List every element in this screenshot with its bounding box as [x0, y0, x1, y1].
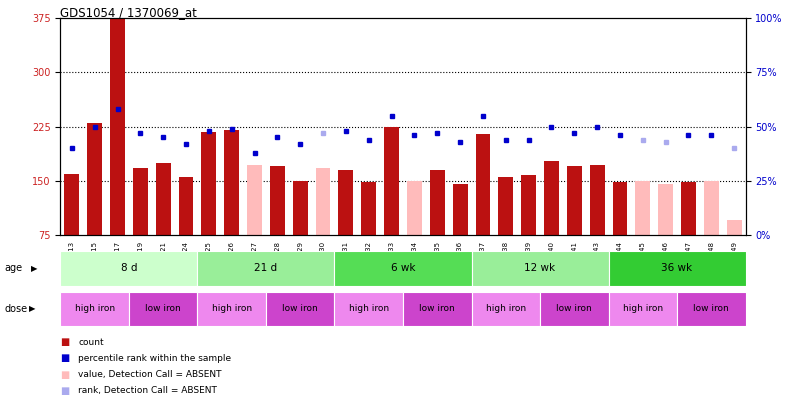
Bar — [590, 165, 604, 235]
Text: rank, Detection Call = ABSENT: rank, Detection Call = ABSENT — [78, 386, 217, 395]
Text: age: age — [4, 263, 22, 273]
Bar — [704, 181, 719, 235]
Bar — [403, 292, 472, 326]
Text: ■: ■ — [60, 337, 69, 347]
Bar — [609, 251, 746, 286]
Text: ▶: ▶ — [29, 304, 35, 313]
Bar — [334, 251, 472, 286]
Bar — [197, 251, 334, 286]
Bar — [472, 292, 540, 326]
Bar — [384, 126, 399, 235]
Text: 21 d: 21 d — [255, 263, 277, 273]
Bar — [179, 177, 193, 235]
Bar — [476, 134, 490, 235]
Bar — [87, 123, 102, 235]
Bar — [197, 292, 266, 326]
Bar — [316, 168, 330, 235]
Bar — [361, 182, 376, 235]
Bar — [60, 292, 129, 326]
Bar — [498, 177, 513, 235]
Text: value, Detection Call = ABSENT: value, Detection Call = ABSENT — [78, 370, 222, 379]
Bar — [270, 166, 285, 235]
Text: low iron: low iron — [556, 304, 592, 313]
Text: low iron: low iron — [282, 304, 318, 313]
Text: high iron: high iron — [349, 304, 388, 313]
Text: 8 d: 8 d — [121, 263, 137, 273]
Bar — [247, 165, 262, 235]
Text: ■: ■ — [60, 354, 69, 363]
Text: ▶: ▶ — [31, 264, 37, 273]
Bar — [156, 163, 171, 235]
Text: high iron: high iron — [486, 304, 526, 313]
Bar — [430, 170, 445, 235]
Bar — [110, 18, 125, 235]
Bar — [609, 292, 677, 326]
Text: dose: dose — [4, 304, 27, 314]
Text: GDS1054 / 1370069_at: GDS1054 / 1370069_at — [60, 6, 197, 19]
Text: 12 wk: 12 wk — [525, 263, 555, 273]
Text: high iron: high iron — [212, 304, 251, 313]
Bar — [407, 181, 422, 235]
Bar — [266, 292, 334, 326]
Text: 6 wk: 6 wk — [391, 263, 415, 273]
Bar — [635, 181, 650, 235]
Text: percentile rank within the sample: percentile rank within the sample — [78, 354, 231, 363]
Bar — [60, 251, 197, 286]
Bar — [613, 182, 627, 235]
Bar — [453, 184, 467, 235]
Bar — [339, 170, 353, 235]
Bar — [224, 130, 239, 235]
Bar — [540, 292, 609, 326]
Bar — [681, 182, 696, 235]
Text: count: count — [78, 338, 104, 347]
Bar — [133, 168, 147, 235]
Bar — [472, 251, 609, 286]
Text: 36 wk: 36 wk — [662, 263, 692, 273]
Bar — [293, 181, 308, 235]
Bar — [129, 292, 197, 326]
Text: high iron: high iron — [75, 304, 114, 313]
Text: ■: ■ — [60, 386, 69, 396]
Bar — [677, 292, 746, 326]
Text: low iron: low iron — [145, 304, 181, 313]
Bar — [521, 175, 536, 235]
Bar — [727, 220, 742, 235]
Bar — [202, 132, 216, 235]
Text: low iron: low iron — [419, 304, 455, 313]
Text: low iron: low iron — [693, 304, 729, 313]
Bar — [64, 173, 79, 235]
Text: high iron: high iron — [623, 304, 663, 313]
Bar — [567, 166, 582, 235]
Bar — [659, 184, 673, 235]
Text: ■: ■ — [60, 370, 69, 379]
Bar — [334, 292, 403, 326]
Bar — [544, 160, 559, 235]
